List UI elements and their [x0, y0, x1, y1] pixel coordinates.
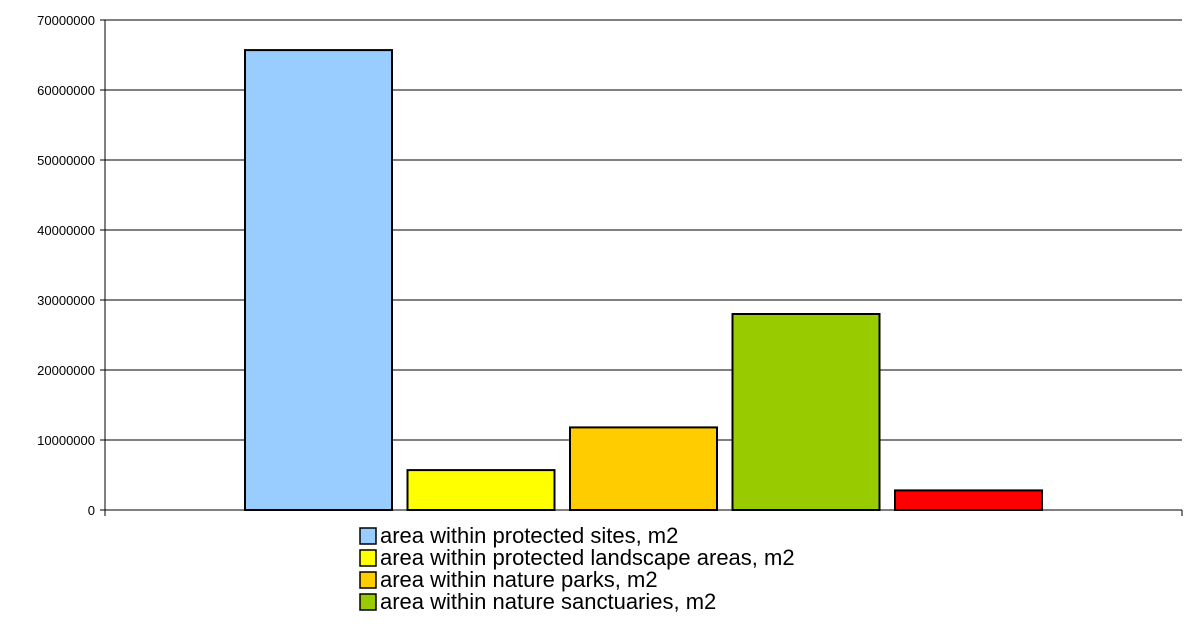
y-tick-label: 0: [88, 503, 95, 518]
bars: [244, 49, 1043, 512]
legend-swatch: [359, 527, 377, 545]
y-tick-label: 50000000: [37, 153, 95, 168]
legend-swatch: [359, 593, 377, 611]
y-tick-label: 20000000: [37, 363, 95, 378]
bar: [731, 313, 881, 511]
legend-swatch: [359, 549, 377, 567]
y-tick-label: 70000000: [37, 13, 95, 28]
legend-label: area within protected sites, m2: [380, 523, 678, 548]
legend-label: area within nature sanctuaries, m2: [380, 589, 716, 614]
bar: [406, 469, 556, 512]
bar: [569, 426, 718, 511]
bar: [894, 489, 1043, 511]
legend-label: area within protected landscape areas, m…: [380, 545, 795, 570]
y-tick-label: 60000000: [37, 83, 95, 98]
bar: [244, 49, 393, 511]
y-tick-label: 30000000: [37, 293, 95, 308]
y-tick-label: 40000000: [37, 223, 95, 238]
legend-label: area within nature parks, m2: [380, 567, 658, 592]
legend-swatch: [359, 571, 377, 589]
y-tick-label: 10000000: [37, 433, 95, 448]
y-axis-ticks: 0 10000000 20000000 30000000 40000000 5000000…: [37, 13, 1183, 518]
